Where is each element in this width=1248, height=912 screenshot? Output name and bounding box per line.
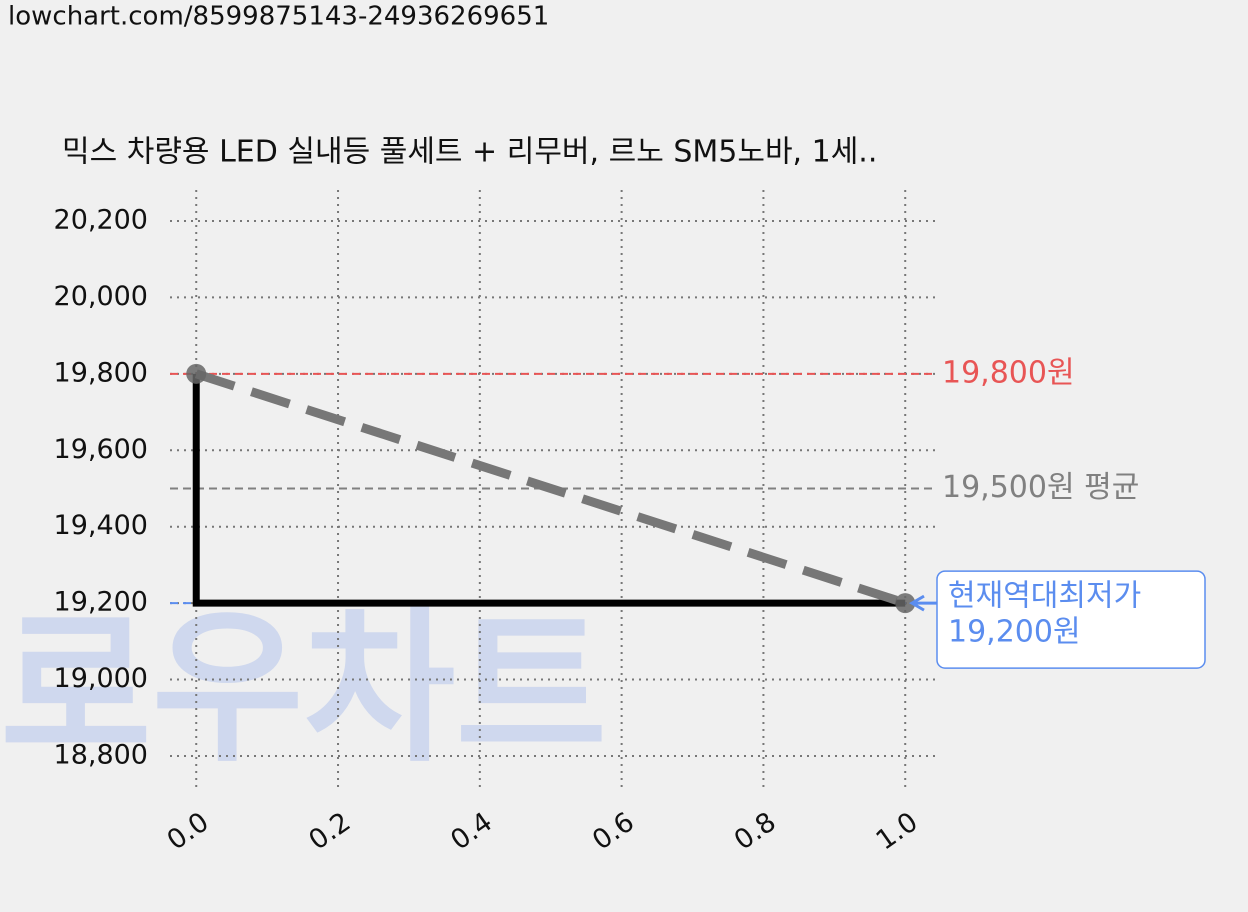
y-tick-label: 19,000 — [54, 663, 148, 694]
y-tick-label: 20,200 — [54, 204, 148, 235]
point — [186, 363, 207, 384]
reference-label: 19,500원 평균 — [942, 470, 1139, 505]
y-tick-label: 19,400 — [54, 510, 148, 541]
y-tick-label: 18,800 — [54, 739, 148, 770]
y-tick-label: 19,200 — [54, 587, 148, 618]
annotation-text: 19,200원 — [948, 615, 1081, 650]
y-tick-label: 19,600 — [54, 434, 148, 465]
reference-label: 19,800원 — [942, 355, 1075, 390]
step-line — [192, 373, 906, 607]
annotation-text: 현재역대최저가 — [948, 579, 1141, 614]
chart-title: 믹스 차량용 LED 실내등 풀세트 + 리무버, 르노 SM5노바, 1세.. — [62, 135, 877, 170]
annotation-arrow — [909, 594, 937, 612]
y-tick-label: 20,000 — [54, 281, 148, 312]
watermark: 로우차트 — [0, 592, 607, 784]
trend-line — [194, 369, 907, 608]
point — [895, 593, 916, 614]
url: lowchart.com/8599875143-24936269651 — [8, 2, 549, 32]
y-tick-label: 19,800 — [54, 357, 148, 388]
annotation-box — [936, 570, 1206, 669]
